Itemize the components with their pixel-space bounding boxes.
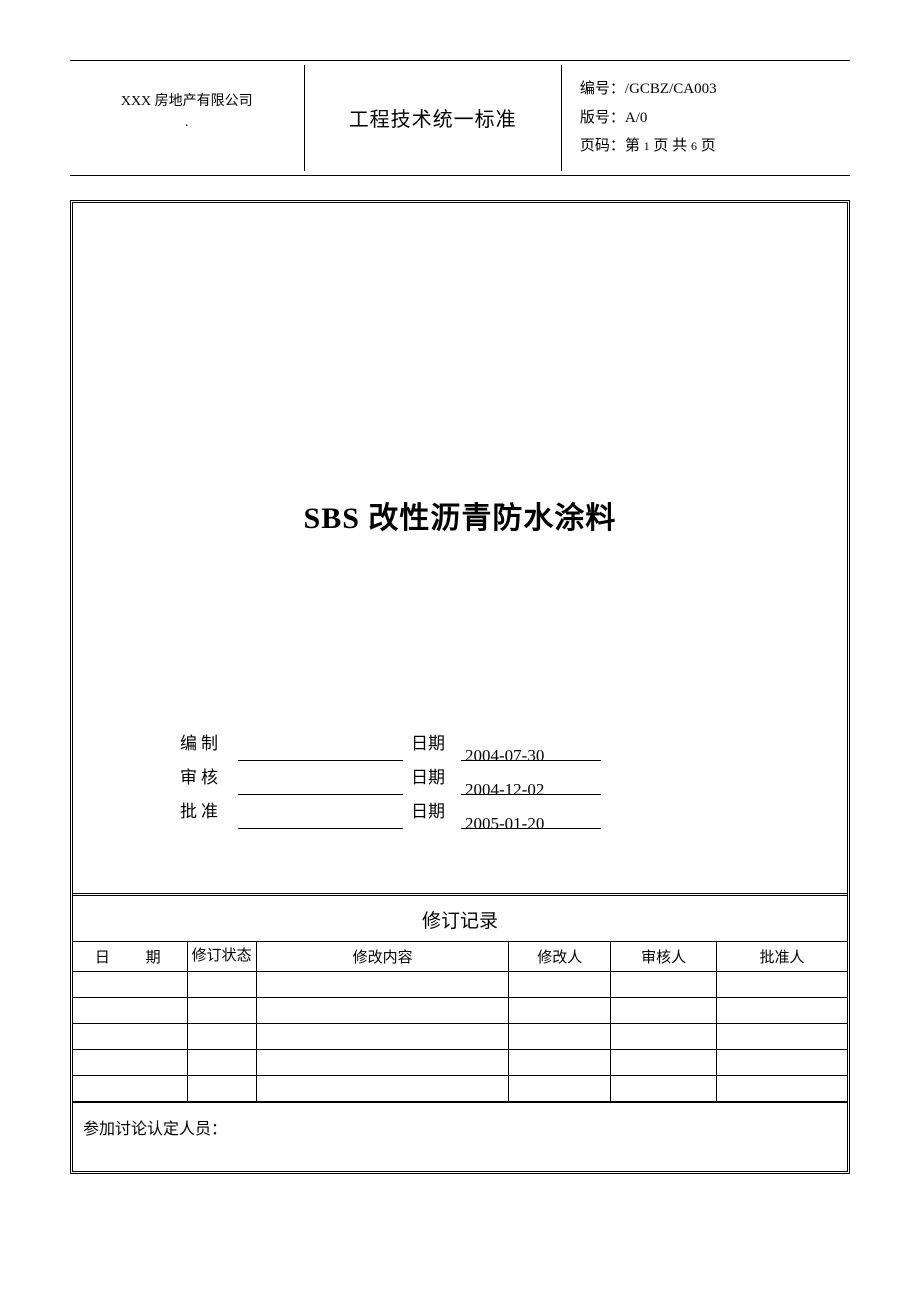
- doc-no-row: 编号：/GCBZ/CA003: [580, 75, 850, 104]
- sig-underline-review: [238, 773, 403, 795]
- sig-underline-approve: [238, 807, 403, 829]
- header-title-cell: 工程技术统一标准: [304, 65, 561, 171]
- sig-row-prepare: 编制 日期 2004-07-30: [180, 727, 740, 761]
- version-value: A/0: [625, 110, 648, 126]
- sig-label-prepare: 编制: [180, 727, 230, 761]
- page-total: 6: [691, 139, 697, 153]
- header-center-title: 工程技术统一标准: [349, 109, 517, 131]
- rev-col-date: 日 期: [73, 942, 187, 972]
- company-name: XXX 房地产有限公司: [121, 94, 253, 109]
- rev-col-modifier: 修改人: [509, 942, 611, 972]
- rev-col-status: 修订状态: [187, 942, 256, 972]
- header-company-cell: XXX 房地产有限公司 .: [70, 65, 304, 171]
- page: XXX 房地产有限公司 . 工程技术统一标准 编号：/GCBZ/CA003 版号…: [0, 0, 920, 1214]
- table-row: [73, 1023, 847, 1049]
- sig-underline-prepare: [238, 739, 403, 761]
- sig-date-value-prepare: 2004-07-30: [461, 739, 601, 761]
- cover-area: SBS 改性沥青防水涂料 编制 日期 2004-07-30 审核 日期 2004…: [73, 203, 847, 893]
- page-row: 页码：第 1 页 共 6 页: [580, 132, 850, 161]
- company-dot: .: [185, 115, 189, 130]
- doc-no-value: /GCBZ/CA003: [625, 81, 717, 97]
- rev-col-content: 修改内容: [256, 942, 509, 972]
- sig-date-value-review: 2004-12-02: [461, 773, 601, 795]
- revision-title: 修订记录: [73, 893, 847, 942]
- revision-table: 日 期 修订状态 修改内容 修改人 审核人 批准人: [73, 942, 847, 1102]
- participants-row: 参加讨论认定人员：: [73, 1102, 847, 1171]
- page-current: 1: [644, 139, 650, 153]
- page-sep2: 页 共: [653, 138, 687, 154]
- sig-label-review: 审核: [180, 761, 230, 795]
- header-bottom-rule: [70, 175, 850, 176]
- header-table: XXX 房地产有限公司 . 工程技术统一标准 编号：/GCBZ/CA003 版号…: [70, 65, 850, 171]
- page-label: 页码：: [580, 138, 625, 154]
- revision-header-row: 日 期 修订状态 修改内容 修改人 审核人 批准人: [73, 942, 847, 972]
- rev-col-reviewer: 审核人: [611, 942, 717, 972]
- sig-date-value-approve: 2005-01-20: [461, 807, 601, 829]
- sig-date-label-prepare: 日期: [411, 727, 461, 761]
- table-row: [73, 1049, 847, 1075]
- version-label: 版号：: [580, 110, 625, 126]
- sig-row-review: 审核 日期 2004-12-02: [180, 761, 740, 795]
- header-top-rule: [70, 60, 850, 61]
- header-meta-cell: 编号：/GCBZ/CA003 版号：A/0 页码：第 1 页 共 6 页: [561, 65, 850, 171]
- sig-label-approve: 批准: [180, 795, 230, 829]
- signature-block: 编制 日期 2004-07-30 审核 日期 2004-12-02 批准 日期 …: [180, 727, 740, 829]
- page-sep1: 第: [625, 138, 640, 154]
- sig-row-approve: 批准 日期 2005-01-20: [180, 795, 740, 829]
- table-row: [73, 1075, 847, 1101]
- page-sep3: 页: [701, 138, 716, 154]
- table-row: [73, 971, 847, 997]
- rev-col-approver: 批准人: [717, 942, 847, 972]
- doc-no-label: 编号：: [580, 81, 625, 97]
- document-title: SBS 改性沥青防水涂料: [73, 203, 847, 537]
- sig-date-label-approve: 日期: [411, 795, 461, 829]
- content-outer-box: SBS 改性沥青防水涂料 编制 日期 2004-07-30 审核 日期 2004…: [70, 200, 850, 1174]
- table-row: [73, 997, 847, 1023]
- sig-date-label-review: 日期: [411, 761, 461, 795]
- version-row: 版号：A/0: [580, 104, 850, 133]
